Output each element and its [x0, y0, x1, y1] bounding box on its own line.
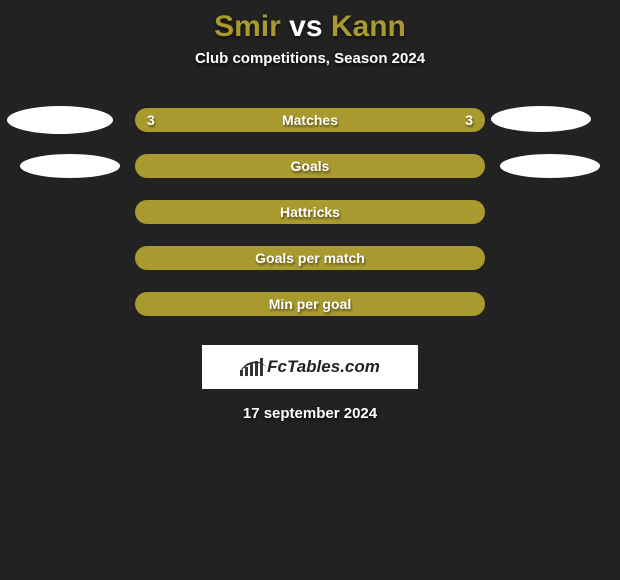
stat-bar: 3 Matches 3 — [135, 108, 485, 132]
stat-bar: Min per goal — [135, 292, 485, 316]
stat-bar: Goals — [135, 154, 485, 178]
stats-area: 3 Matches 3 Goals Hattricks Goals per ma… — [0, 97, 620, 327]
title-vs: vs — [281, 10, 331, 43]
stat-row: 3 Matches 3 — [0, 97, 620, 143]
title-team-left: Smir — [214, 10, 281, 43]
logo-text: FcTables.com — [267, 357, 380, 377]
date-text: 17 september 2024 — [0, 405, 620, 422]
stat-label: Goals per match — [255, 250, 365, 266]
stat-row: Min per goal — [0, 281, 620, 327]
stat-label: Goals — [291, 158, 330, 174]
stat-value-right: 3 — [465, 112, 473, 128]
logo-bars-icon — [240, 358, 263, 376]
stat-bar: Hattricks — [135, 200, 485, 224]
stat-row: Goals — [0, 143, 620, 189]
stat-value-left: 3 — [147, 112, 155, 128]
stat-bar: Goals per match — [135, 246, 485, 270]
title-team-right: Kann — [331, 10, 406, 43]
stat-row: Goals per match — [0, 235, 620, 281]
stat-label: Min per goal — [269, 296, 351, 312]
stat-label: Matches — [282, 112, 338, 128]
stat-label: Hattricks — [280, 204, 340, 220]
fctables-logo: FcTables.com — [202, 345, 418, 389]
page-title: Smir vs Kann — [0, 0, 620, 50]
stat-row: Hattricks — [0, 189, 620, 235]
subtitle: Club competitions, Season 2024 — [0, 50, 620, 97]
comparison-infographic: Smir vs Kann Club competitions, Season 2… — [0, 0, 620, 422]
logo-inner: FcTables.com — [240, 357, 380, 377]
